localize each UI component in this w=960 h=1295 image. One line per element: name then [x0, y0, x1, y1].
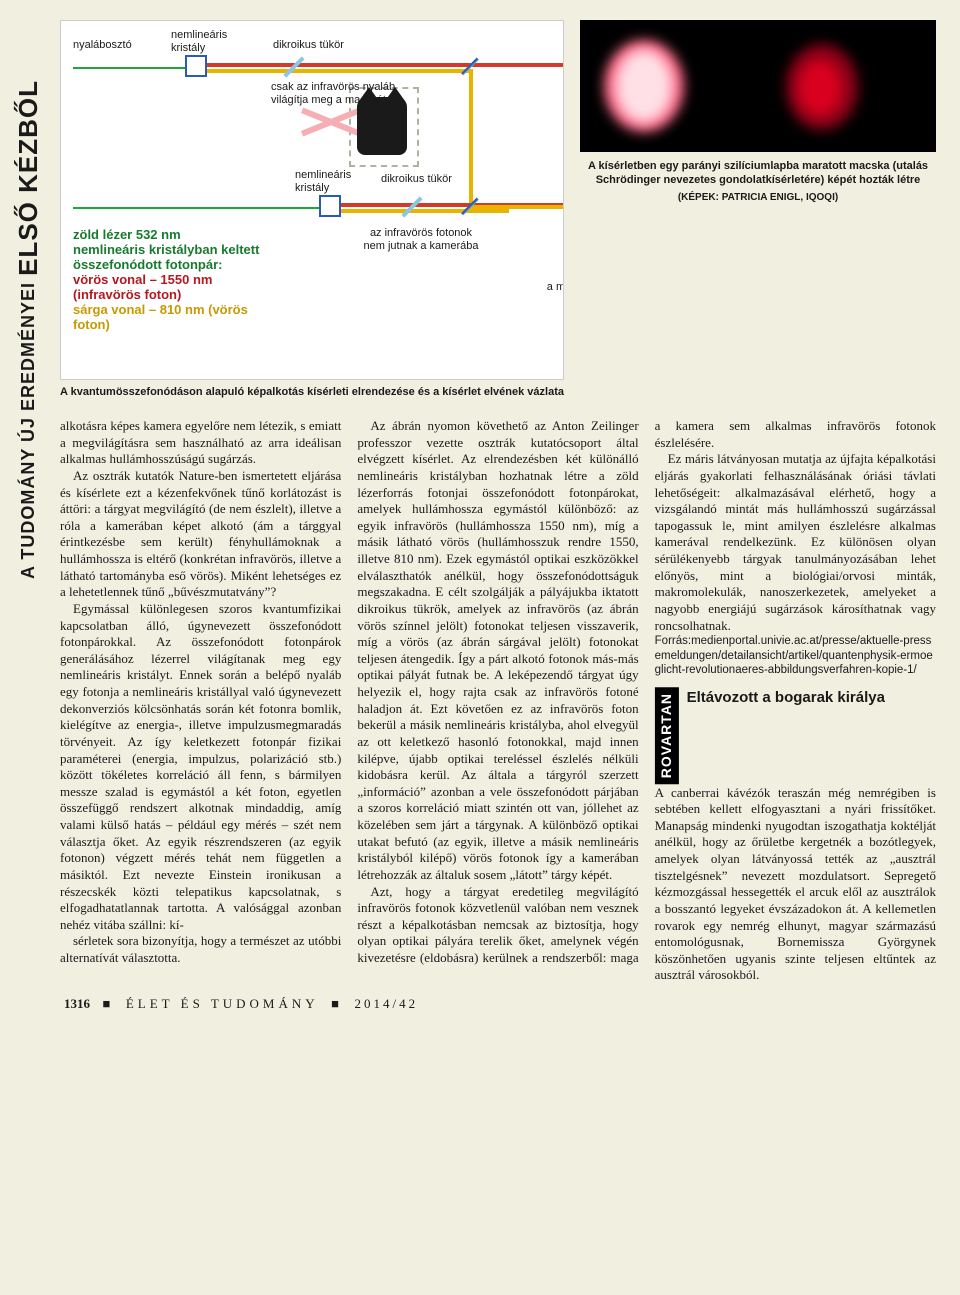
thumb-left — [580, 20, 758, 152]
thumbs-credit: (KÉPEK: PATRICIA ENIGL, IQOQI) — [582, 192, 934, 205]
c1p3: Egymással különlegesen szoros kvantumfiz… — [60, 601, 341, 934]
thumbnail-column: A kísérletben egy parányi szilíciumlapba… — [580, 20, 936, 404]
gb-l1: zöld lézer 532 nm — [73, 227, 273, 242]
footer-page: 1316 — [64, 996, 90, 1011]
sidebar-title: Eltávozott a bogarak királya — [679, 687, 885, 712]
sidebar-p1: A canberrai kávézók teraszán még nemrégi… — [655, 785, 936, 985]
article-columns: alkotásra képes kamera egyelőre nem léte… — [60, 418, 936, 984]
footer-journal: ÉLET ÉS TUDOMÁNY — [126, 996, 319, 1011]
experiment-diagram: nyalábosztó nemlineáris kristály dikroik… — [60, 20, 564, 380]
vert-line2: ELSŐ KÉZBŐL — [13, 80, 43, 276]
lbl-crystal1: nemlineáris kristály — [171, 29, 241, 54]
lbl-cat-img: a macska képét a vörös fotonok alakítják — [533, 281, 564, 319]
lbl-dichro2: dikroikus tükör — [381, 173, 452, 186]
diagram-wrapper: nyalábosztó nemlineáris kristály dikroik… — [60, 20, 564, 404]
source-link-text: Forrás:medienportal.univie.ac.at/presse/… — [655, 634, 936, 677]
lbl-crystal2: nemlineáris kristály — [295, 169, 365, 194]
thumbs-caption-text: A kísérletben egy parányi szilíciumlapba… — [588, 160, 928, 186]
thumbs-caption: A kísérletben egy parányi szilíciumlapba… — [580, 152, 936, 208]
vert-line1: A TUDOMÁNY ÚJ EREDMÉNYEI — [18, 282, 38, 579]
sidebar-head: ROVARTAN Eltávozott a bogarak királya — [655, 687, 936, 784]
lbl-dichro1: dikroikus tükör — [273, 39, 344, 52]
lbl-nyalab: nyalábosztó — [73, 39, 132, 52]
gb-l4: sárga vonal – 810 nm (vörös foton) — [73, 302, 273, 332]
rovartan-sidebar: ROVARTAN Eltávozott a bogarak királya A … — [655, 687, 936, 984]
sidebar-body: A canberrai kávézók teraszán még nemrégi… — [655, 785, 936, 985]
thumb-row — [580, 20, 936, 152]
gb-l3: vörös vonal – 1550 nm (infravörös foton) — [73, 272, 273, 302]
thumb-right — [758, 20, 936, 152]
c1p2: Az osztrák kutatók Nature-ben ismertetet… — [60, 468, 341, 601]
footer-issue: 2014/42 — [355, 996, 419, 1011]
page-footer: 1316 ■ ÉLET ÉS TUDOMÁNY ■ 2014/42 — [60, 996, 936, 1012]
top-band: nyalábosztó nemlineáris kristály dikroik… — [60, 20, 936, 404]
dichroic-1 — [283, 56, 304, 77]
c1p1: alkotásra képes kamera egyelőre nem léte… — [60, 418, 341, 468]
dichroic-2 — [401, 196, 422, 217]
section-vertical-label: A TUDOMÁNY ÚJ EREDMÉNYEI ELSŐ KÉZBŐL — [14, 80, 43, 579]
rovartan-tag: ROVARTAN — [655, 687, 679, 784]
c2p1: sérletek sora bizonyítja, hogy a termész… — [60, 933, 341, 966]
c3p2: Ez máris látványosan mutatja az újfajta … — [655, 451, 936, 634]
lbl-onlyir: csak az infravörös nyaláb világítja meg … — [271, 81, 401, 106]
lbl-ir-no-cam: az infravörös fotonok nem jutnak a kamer… — [361, 227, 481, 252]
crystal-2 — [319, 195, 341, 217]
gb-l2: nemlineáris kristályban keltett összefon… — [73, 242, 273, 272]
diagram-caption: A kvantumösszefonódáson alapuló képalkot… — [60, 380, 564, 404]
c2p2: Az ábrán nyomon követhető az Anton Zeili… — [357, 418, 638, 884]
laser-info-box: zöld lézer 532 nm nemlineáris kristályba… — [73, 227, 273, 332]
crystal-1 — [185, 55, 207, 77]
